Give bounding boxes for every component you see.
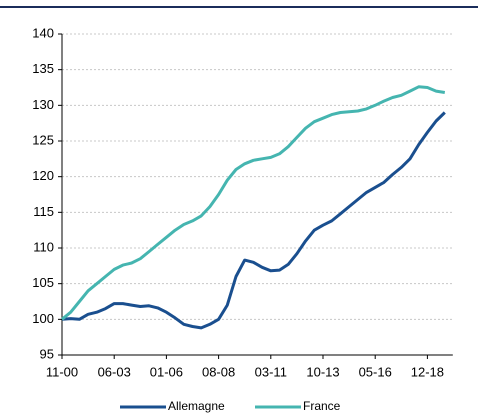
x-tick-label: 05-16	[359, 364, 392, 379]
y-tick-label: 120	[32, 168, 54, 183]
x-tick-label: 08-08	[202, 364, 235, 379]
line-series	[61, 85, 446, 321]
y-tick-label: 130	[32, 97, 54, 112]
legend-label: France	[303, 399, 341, 413]
y-tick-label: 95	[40, 346, 54, 361]
x-tick-label: 10-13	[306, 364, 339, 379]
y-tick-label: 115	[33, 204, 54, 219]
line-series	[61, 111, 446, 330]
legend: Allemagne France	[120, 399, 341, 413]
y-tick-label: 105	[32, 275, 54, 290]
y-tick-label: 110	[33, 239, 54, 254]
y-tick-label: 140	[32, 25, 54, 40]
legend-label: Allemagne	[168, 399, 225, 413]
x-tick-label: 03-11	[255, 364, 287, 379]
y-tick-label: 125	[32, 132, 54, 147]
x-tick-label: 11-00	[46, 364, 78, 379]
x-tick-label: 06-03	[98, 364, 131, 379]
y-tick-label: 135	[32, 61, 54, 76]
y-tick-label: 100	[32, 311, 54, 326]
x-tick-label: 01-06	[150, 364, 183, 379]
x-tick-label: 12-18	[411, 364, 444, 379]
